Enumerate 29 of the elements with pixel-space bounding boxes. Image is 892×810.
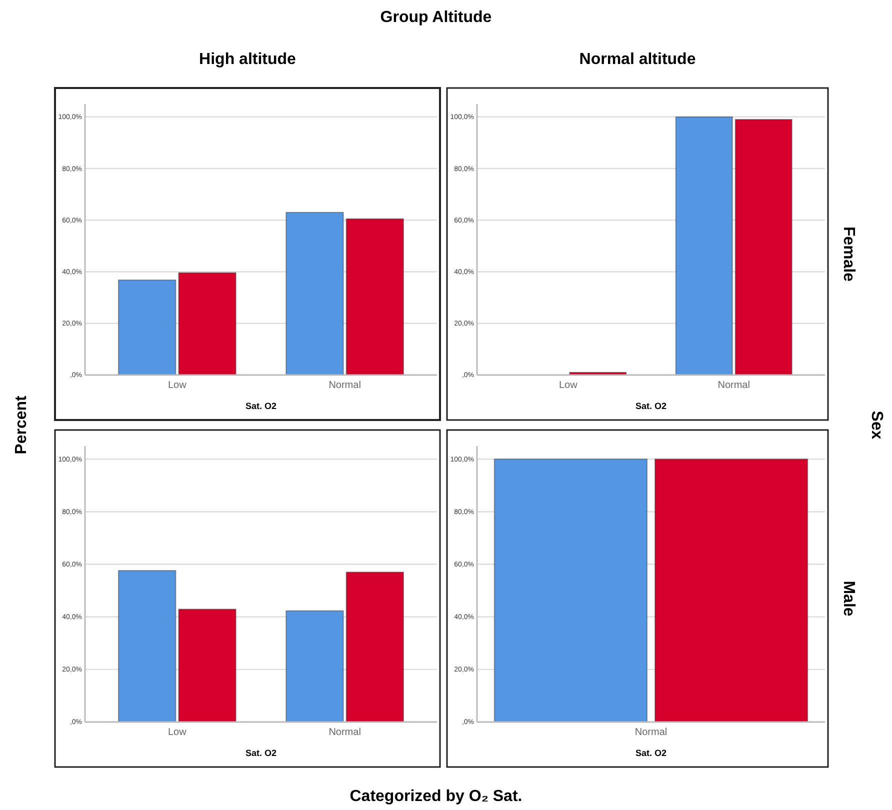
bar (346, 572, 404, 722)
chart-title: Normal altitude (579, 51, 696, 68)
text: Sex (868, 410, 885, 440)
x-axis-title: Sat. O2 (635, 748, 667, 758)
x-tick-label: Normal (328, 727, 361, 738)
bar (286, 610, 344, 722)
x-tick-label: Low (168, 380, 188, 391)
bar (178, 272, 236, 376)
x-axis-title: Sat. O2 (635, 401, 667, 411)
x-tick-label: Normal (634, 727, 668, 738)
text: Group Altitude (380, 9, 492, 26)
x-tick-label: Low (558, 380, 578, 391)
x-tick-label: Low (168, 727, 188, 738)
chart-title: High altitude (199, 51, 296, 68)
x-axis-title: Sat. O2 (245, 748, 277, 758)
bar (734, 118, 792, 376)
x-tick-label: Normal (718, 380, 750, 391)
bar (346, 218, 404, 376)
bar (118, 280, 176, 376)
y2-axis-title: Female (840, 226, 857, 282)
bar (675, 116, 733, 376)
x-tick-label: Normal (328, 380, 361, 391)
y2-axis-title: Male (840, 580, 857, 616)
bar (286, 212, 344, 376)
text: Categorized by O₂ Sat. (350, 788, 522, 805)
x-axis-title: Sat. O2 (245, 401, 277, 411)
bar (178, 608, 236, 722)
bar (118, 570, 176, 722)
y-axis-title: Percent (13, 394, 30, 454)
